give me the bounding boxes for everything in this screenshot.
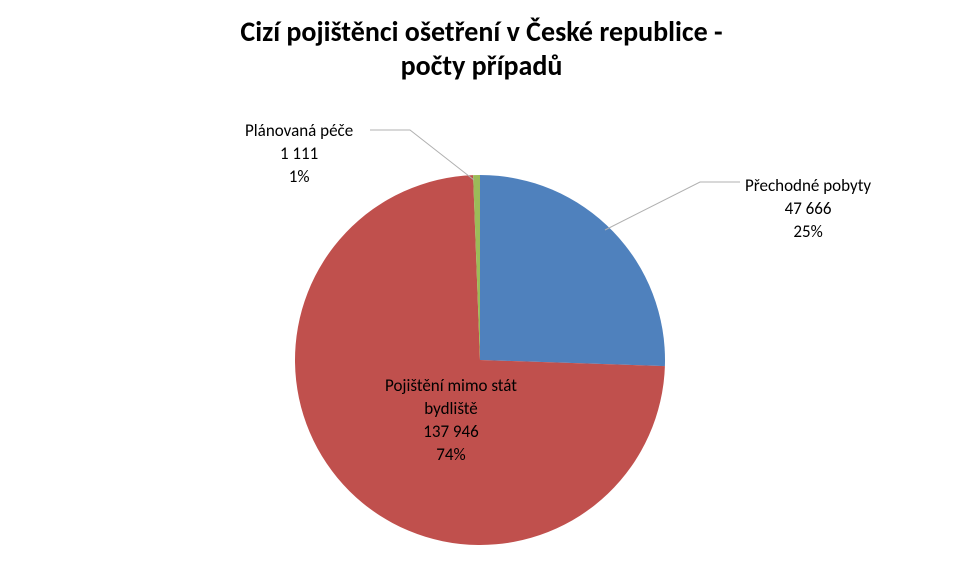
leader-line <box>370 130 474 180</box>
slice-label: Pojištění mimo státbydliště137 94674% <box>385 375 517 467</box>
slice-label: Přechodné pobyty47 66625% <box>745 175 871 244</box>
slice-label-percent: 25% <box>793 221 822 242</box>
pie-chart: Cizí pojištěnci ošetření v České republi… <box>0 0 963 586</box>
pie-slice <box>480 175 665 366</box>
leader-line <box>605 182 740 230</box>
slice-label-value: 1 111 <box>280 143 318 164</box>
slice-label-name: Pojištění mimo stát <box>385 375 517 396</box>
chart-title: Cizí pojištěnci ošetření v České republi… <box>0 15 963 82</box>
slice-label-name: Plánovaná péče <box>245 120 353 141</box>
slice-label: Plánovaná péče1 1111% <box>245 120 353 189</box>
slice-label-name: bydliště <box>424 398 478 419</box>
slice-label-value: 47 666 <box>785 198 832 219</box>
title-line-1: Cizí pojištěnci ošetření v České republi… <box>240 14 722 49</box>
pie-svg <box>0 0 963 586</box>
slice-label-name: Přechodné pobyty <box>745 175 871 196</box>
slice-label-value: 137 946 <box>423 421 479 442</box>
slice-label-percent: 74% <box>436 444 465 465</box>
slice-label-percent: 1% <box>289 166 310 187</box>
title-line-2: počty případů <box>401 48 563 83</box>
